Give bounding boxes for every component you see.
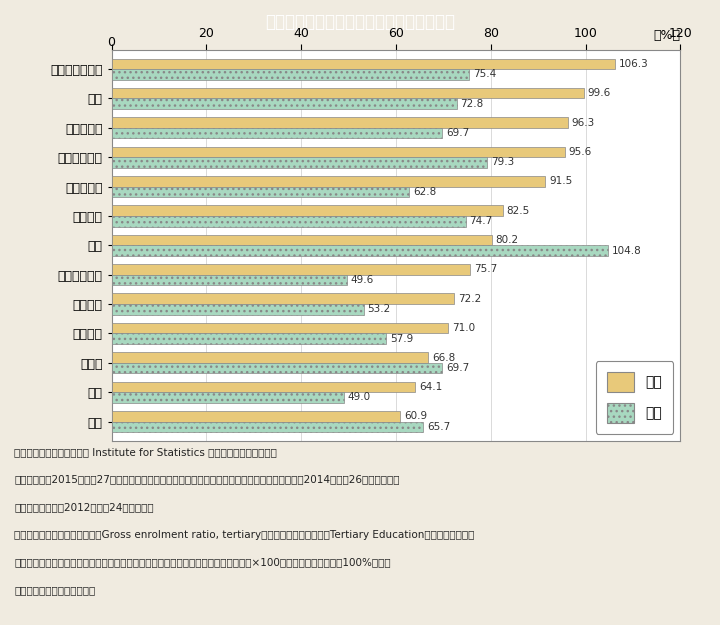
- Text: ２．2015（平成27）年時点の値。ただし，オーストラリア，フランス，英国及び日本は2014（平成26）年，オラン: ２．2015（平成27）年時点の値。ただし，オーストラリア，フランス，英国及び日…: [14, 474, 400, 484]
- Bar: [112, 176, 545, 187]
- Bar: [112, 274, 347, 285]
- Bar: [112, 294, 454, 304]
- Bar: [112, 59, 616, 69]
- Bar: [112, 206, 503, 216]
- Text: 96.3: 96.3: [572, 118, 595, 127]
- Text: 72.8: 72.8: [461, 99, 484, 109]
- Text: 99.6: 99.6: [588, 88, 611, 98]
- Bar: [112, 392, 344, 402]
- Text: 79.3: 79.3: [491, 158, 515, 168]
- Text: 71.0: 71.0: [452, 323, 475, 333]
- Text: 80.2: 80.2: [495, 235, 518, 245]
- Bar: [112, 352, 428, 362]
- Bar: [112, 362, 442, 373]
- Text: 82.5: 82.5: [506, 206, 530, 216]
- Bar: [112, 216, 466, 226]
- Text: 72.2: 72.2: [458, 294, 481, 304]
- Text: 57.9: 57.9: [390, 334, 413, 344]
- Text: 91.5: 91.5: [549, 176, 572, 186]
- Text: 49.0: 49.0: [348, 392, 371, 402]
- Bar: [112, 69, 469, 79]
- Text: 74.7: 74.7: [469, 216, 492, 226]
- Text: Ｉ－５－３図　高等教育在学率の国際比較: Ｉ－５－３図 高等教育在学率の国際比較: [265, 14, 455, 31]
- Bar: [112, 304, 364, 314]
- Text: 53.2: 53.2: [368, 304, 391, 314]
- Text: 65.7: 65.7: [427, 422, 450, 432]
- Text: 106.3: 106.3: [619, 59, 649, 69]
- Bar: [112, 99, 456, 109]
- Text: 64.1: 64.1: [419, 382, 443, 392]
- Text: 75.7: 75.7: [474, 264, 498, 274]
- Text: 60.9: 60.9: [404, 411, 427, 421]
- Text: 75.4: 75.4: [473, 69, 496, 79]
- Text: ３．高等教育在学率（Gross enrolment ratio, tertiary）は，「高等教育機関（Tertiary Education，ＩＳＣＥＤ５及: ３．高等教育在学率（Gross enrolment ratio, tertiar…: [14, 530, 474, 540]
- Bar: [112, 323, 448, 333]
- Text: 95.6: 95.6: [569, 147, 592, 157]
- Text: る場合がある。: る場合がある。: [14, 585, 96, 595]
- Bar: [112, 158, 487, 168]
- Text: 0: 0: [107, 36, 116, 49]
- Bar: [112, 264, 470, 274]
- Bar: [112, 88, 584, 99]
- Text: ダは2012（平成24）年の値。: ダは2012（平成24）年の値。: [14, 502, 154, 512]
- Text: （備考）１．ＵＮＥＳＣＯ Institute for Statistics ウェブサイトより作成。: （備考）１．ＵＮＥＳＣＯ Institute for Statistics ウェ…: [14, 447, 277, 457]
- Bar: [112, 411, 400, 421]
- Text: び６）の在学者数（全年齢）」／「中等教育に続く５歳上までの人口」×100で算出しているため，100%を超え: び６）の在学者数（全年齢）」／「中等教育に続く５歳上までの人口」×100で算出し…: [14, 558, 391, 568]
- Bar: [112, 382, 415, 392]
- Bar: [112, 187, 409, 197]
- Text: （%）: （%）: [654, 29, 680, 42]
- Bar: [112, 118, 568, 128]
- Text: 69.7: 69.7: [446, 128, 469, 138]
- Legend: 女性, 男性: 女性, 男性: [595, 361, 673, 434]
- Text: 49.6: 49.6: [351, 275, 374, 285]
- Bar: [112, 128, 442, 138]
- Bar: [112, 333, 386, 344]
- Text: 62.8: 62.8: [413, 187, 436, 197]
- Bar: [112, 421, 423, 432]
- Text: 104.8: 104.8: [612, 246, 642, 256]
- Text: 69.7: 69.7: [446, 363, 469, 373]
- Bar: [112, 147, 564, 158]
- Text: 66.8: 66.8: [432, 352, 455, 362]
- Bar: [112, 245, 608, 256]
- Bar: [112, 235, 492, 245]
